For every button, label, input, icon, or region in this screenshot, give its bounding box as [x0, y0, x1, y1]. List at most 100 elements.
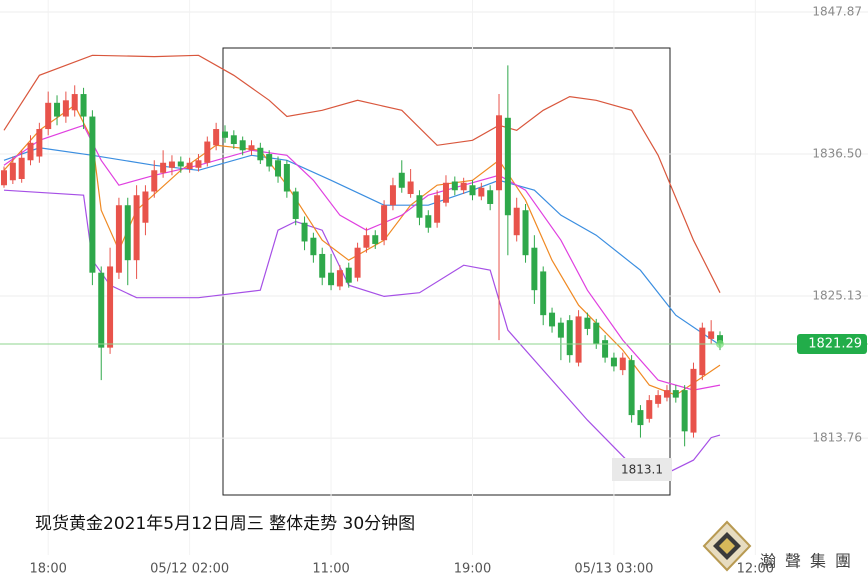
candle-body	[204, 141, 211, 163]
low-label: 1813.1	[621, 463, 663, 477]
candle-body	[221, 131, 228, 138]
x-tick-label: 12:00	[737, 562, 774, 577]
indicator-line	[3, 54, 721, 293]
brand-name: 瀚聲集團	[760, 552, 860, 571]
x-tick-label: 11:00	[312, 562, 349, 577]
candle-body	[451, 181, 458, 191]
y-tick-label: 1825.13	[812, 289, 862, 303]
candle-body	[425, 215, 432, 228]
candle-body	[1, 170, 7, 186]
candle-body	[531, 247, 538, 291]
candle-body	[213, 129, 220, 146]
candle-body	[186, 162, 193, 170]
candle-body	[151, 170, 158, 192]
candle-body	[27, 142, 34, 161]
candle-body	[292, 191, 299, 219]
candle-body	[9, 162, 16, 181]
indicator-line	[3, 147, 721, 346]
candle-body	[522, 210, 529, 256]
candle-body	[513, 207, 520, 236]
candle-body	[62, 100, 69, 117]
candle-body	[18, 157, 25, 180]
candle-body	[275, 160, 282, 177]
candle-body	[177, 161, 184, 167]
candle-body	[655, 395, 662, 404]
candle-body	[168, 161, 175, 168]
candle-body	[71, 94, 78, 111]
candle-body	[398, 172, 405, 188]
candle-body	[557, 322, 564, 338]
candle-body	[540, 271, 547, 316]
candle-body	[646, 400, 653, 419]
chart-title: 现货黄金2021年5月12日周三 整体走势 30分钟图	[35, 514, 415, 534]
overlay-layer: 1847.87 1836.50 1825.13 1813.76 18:00 05/12 0…	[0, 4, 868, 577]
candle-body	[319, 253, 326, 278]
logo-core	[719, 538, 735, 554]
candle-body	[195, 160, 202, 168]
indicator-line	[3, 104, 721, 396]
candle-body	[619, 357, 626, 371]
candle-body	[434, 195, 441, 223]
candle-body	[504, 117, 511, 216]
y-tick-label: 1847.87	[812, 4, 862, 18]
candle-body	[266, 154, 273, 167]
low-tag	[612, 458, 672, 481]
candle-body	[584, 317, 591, 329]
candle-body	[672, 390, 679, 398]
candle-body	[36, 129, 43, 157]
candle-body	[628, 360, 635, 416]
candle-layer	[1, 65, 723, 447]
last-price-label: 1821.29	[808, 337, 862, 352]
candle-body	[363, 235, 370, 248]
candle-body	[389, 185, 396, 206]
candle-body	[354, 247, 361, 278]
candle-body	[45, 102, 52, 130]
y-tick-label: 1836.50	[812, 147, 862, 161]
candle-body	[487, 190, 494, 204]
candle-body	[602, 340, 609, 358]
candle-body	[301, 222, 308, 242]
x-tick-label: 05/12 02:00	[150, 562, 229, 577]
candle-body	[239, 140, 246, 151]
candle-body	[690, 368, 697, 433]
x-tick-label: 05/13 03:00	[574, 562, 653, 577]
candle-body	[637, 410, 644, 426]
candle-body	[469, 185, 476, 196]
candle-body	[663, 390, 670, 398]
candle-body	[230, 135, 237, 145]
y-tick-label: 1813.76	[812, 431, 862, 445]
candle-body	[478, 187, 485, 197]
highlight-box	[222, 47, 671, 496]
candle-body	[98, 272, 105, 348]
candle-body	[124, 205, 131, 261]
x-tick-label: 18:00	[29, 562, 66, 577]
candle-body	[708, 331, 715, 339]
candle-body	[160, 162, 167, 173]
candle-body	[80, 94, 87, 117]
candle-body	[416, 195, 423, 218]
candle-body	[442, 182, 449, 203]
candle-body	[407, 181, 414, 194]
candle-body	[257, 147, 264, 161]
candle-body	[566, 320, 573, 356]
candle-body	[372, 235, 379, 244]
candle-body	[460, 182, 467, 191]
candle-body	[610, 357, 617, 367]
candle-body	[593, 322, 600, 344]
candle-body	[133, 195, 140, 261]
candle-body	[89, 116, 96, 273]
last-price-tag	[797, 334, 867, 355]
candle-body	[283, 164, 290, 192]
candle-body	[575, 316, 582, 363]
candle-body	[717, 335, 723, 345]
candle-body	[248, 145, 255, 151]
brand-logo	[702, 520, 752, 572]
candle-body	[381, 205, 388, 241]
candle-body	[681, 390, 688, 432]
candle-body	[336, 270, 343, 287]
candle-body	[310, 237, 317, 256]
candle-body	[142, 191, 149, 223]
x-tick-label: 19:00	[454, 562, 491, 577]
